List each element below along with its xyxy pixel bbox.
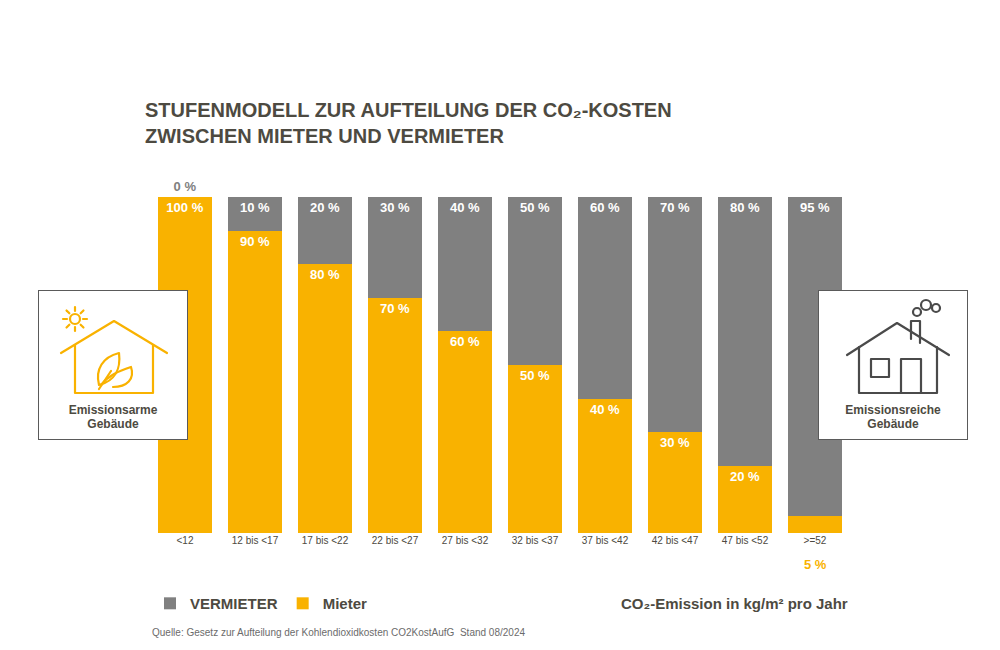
- svg-text:80 %: 80 %: [310, 267, 340, 282]
- svg-text:70 %: 70 %: [380, 301, 410, 316]
- svg-text:17 bis <22: 17 bis <22: [302, 535, 349, 546]
- svg-text:90 %: 90 %: [240, 234, 270, 249]
- svg-text:95 %: 95 %: [800, 200, 830, 215]
- svg-text:60 %: 60 %: [450, 334, 480, 349]
- svg-text:5 %: 5 %: [804, 557, 827, 572]
- svg-text:30 %: 30 %: [660, 435, 690, 450]
- svg-text:30 %: 30 %: [380, 200, 410, 215]
- svg-text:Mieter: Mieter: [323, 595, 367, 612]
- svg-text:STUFENMODELL ZUR AUFTEILUNG DE: STUFENMODELL ZUR AUFTEILUNG DER CO₂-KOST…: [145, 99, 672, 147]
- svg-text:10 %: 10 %: [240, 200, 270, 215]
- svg-text:<12: <12: [177, 535, 194, 546]
- svg-text:60 %: 60 %: [590, 200, 620, 215]
- svg-text:40 %: 40 %: [590, 402, 620, 417]
- svg-text:>=52: >=52: [804, 535, 827, 546]
- svg-text:VERMIETER: VERMIETER: [190, 595, 278, 612]
- html-text:Emissionsarme Gebäude: Emissionsarme Gebäude: [68, 403, 158, 431]
- svg-text:37 bis <42: 37 bis <42: [582, 535, 629, 546]
- svg-text:80 %: 80 %: [730, 200, 760, 215]
- svg-text:12 bis <17: 12 bis <17: [232, 535, 279, 546]
- svg-text:22 bis <27: 22 bis <27: [372, 535, 419, 546]
- svg-text:Quelle: Gesetz zur Aufteilung: Quelle: Gesetz zur Aufteilung der Kohlen…: [152, 627, 525, 638]
- svg-text:0 %: 0 %: [174, 179, 197, 194]
- svg-text:40 %: 40 %: [450, 200, 480, 215]
- svg-text:CO₂-Emission in kg/m² pro Jahr: CO₂-Emission in kg/m² pro Jahr: [621, 595, 848, 612]
- html-text:Emissionsreiche Gebäude: Emissionsreiche Gebäude: [845, 403, 941, 431]
- svg-text:100 %: 100 %: [166, 200, 203, 215]
- svg-text:47 bis <52: 47 bis <52: [722, 535, 769, 546]
- svg-text:20 %: 20 %: [310, 200, 340, 215]
- svg-text:50 %: 50 %: [520, 368, 550, 383]
- svg-text:27 bis <32: 27 bis <32: [442, 535, 489, 546]
- svg-text:70 %: 70 %: [660, 200, 690, 215]
- svg-text:42 bis <47: 42 bis <47: [652, 535, 699, 546]
- svg-text:20 %: 20 %: [730, 469, 760, 484]
- svg-text:50 %: 50 %: [520, 200, 550, 215]
- svg-text:32 bis <37: 32 bis <37: [512, 535, 559, 546]
